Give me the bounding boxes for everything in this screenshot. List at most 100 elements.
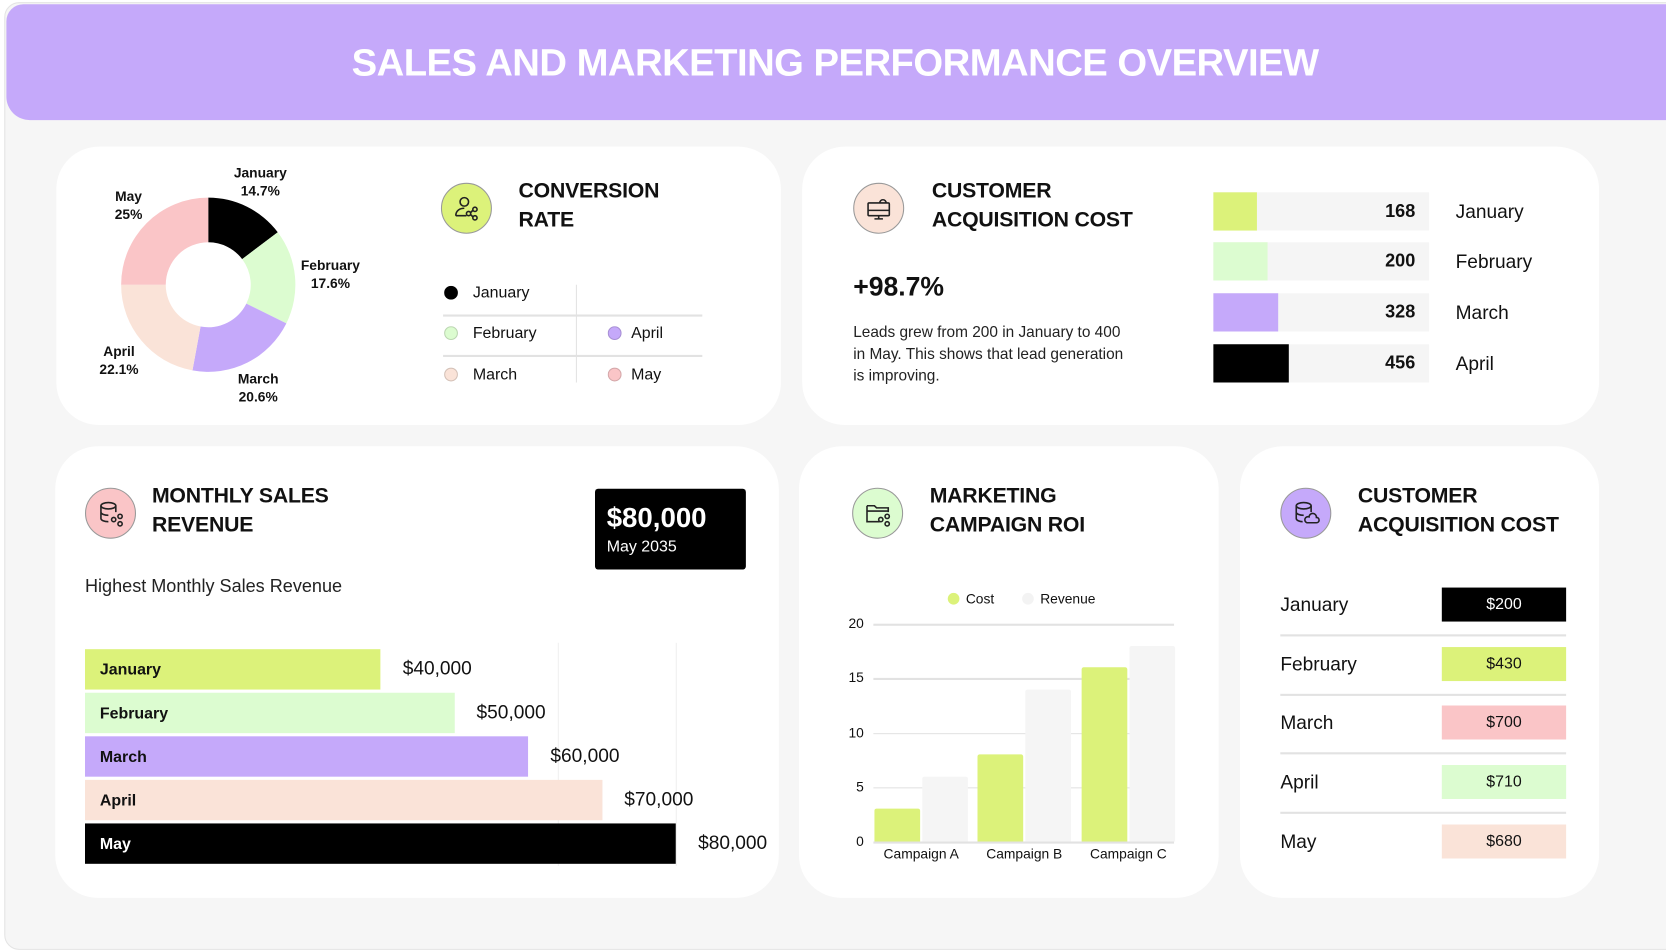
legend-swatch bbox=[444, 367, 458, 382]
cac-bar-fill bbox=[1213, 192, 1257, 231]
cac-bar-track: 168 bbox=[1213, 192, 1430, 231]
row-divider bbox=[1280, 811, 1567, 814]
legend-label: February bbox=[472, 324, 537, 343]
donut-label-february: February 17.6% bbox=[295, 256, 365, 292]
y-tick-label: 15 bbox=[848, 669, 864, 686]
highest-revenue-value: $80,000 bbox=[606, 501, 707, 534]
bar-revenue-campaign-a bbox=[922, 776, 968, 842]
cac-bar-track: 456 bbox=[1213, 344, 1430, 383]
legend-swatch bbox=[444, 326, 458, 340]
legend-swatch bbox=[607, 326, 622, 340]
cac-bar-track: 200 bbox=[1213, 242, 1430, 281]
sales-bar-value: $50,000 bbox=[476, 701, 546, 723]
customer-acquisition-cost-card bbox=[802, 146, 1600, 425]
y-tick-label: 5 bbox=[856, 778, 864, 795]
row-divider bbox=[1280, 693, 1567, 696]
legend-divider bbox=[443, 354, 703, 357]
campaign-roi-title: MARKETING CAMPAIGN ROI bbox=[929, 484, 1085, 537]
legend-label: May bbox=[631, 365, 662, 384]
monthly-sales-title: MONTHLY SALES REVENUE bbox=[151, 484, 329, 537]
sales-bar-label: March bbox=[99, 747, 147, 766]
conversion-rate-title: CONVERSION RATE bbox=[518, 179, 660, 232]
legend-item-january: January bbox=[444, 283, 530, 302]
donut-label-january: January 14.7% bbox=[225, 164, 295, 200]
cac-bar-month: February bbox=[1455, 250, 1533, 272]
legend-swatch bbox=[1022, 592, 1034, 605]
cac-row-value: $200 bbox=[1441, 587, 1567, 622]
legend-swatch bbox=[607, 367, 622, 382]
donut-slice-january bbox=[208, 197, 278, 260]
sales-bar-value: $40,000 bbox=[402, 657, 472, 679]
sales-bar-label: February bbox=[99, 703, 169, 722]
folder-share-icon bbox=[852, 487, 904, 539]
cac-bar-value: 328 bbox=[1385, 301, 1416, 322]
database-share-icon bbox=[85, 487, 136, 539]
legend-item-april: April bbox=[607, 324, 664, 343]
legend-item-february: February bbox=[444, 324, 537, 343]
y-tick-label: 10 bbox=[848, 724, 864, 741]
slice-label: April bbox=[103, 343, 135, 360]
sales-bar-label: May bbox=[99, 834, 131, 853]
cac-bar-month: January bbox=[1455, 200, 1524, 223]
slice-value: 25% bbox=[114, 206, 143, 223]
growth-description: Leads grew from 200 in January to 400 in… bbox=[853, 324, 1124, 385]
cac-bar-value: 168 bbox=[1385, 200, 1416, 221]
bar-cost-campaign-b bbox=[977, 754, 1024, 842]
cac-row-value: $710 bbox=[1441, 765, 1567, 799]
x-tick-label: Campaign A bbox=[883, 845, 959, 862]
cac-bar-value: 456 bbox=[1385, 352, 1416, 373]
cac-bar-month: March bbox=[1455, 301, 1509, 323]
sales-bar-march: March bbox=[85, 736, 529, 777]
legend-item-may: May bbox=[607, 365, 662, 384]
slice-label: May bbox=[115, 188, 142, 204]
legend-swatch bbox=[947, 592, 960, 605]
legend-swatch bbox=[444, 285, 458, 300]
gridline bbox=[873, 732, 1175, 735]
cac-row-month: February bbox=[1280, 653, 1357, 675]
legend-divider bbox=[575, 284, 577, 383]
header-banner: SALES AND MARKETING PERFORMANCE OVERVIEW bbox=[6, 4, 1666, 121]
donut-label-april: April 22.1% bbox=[85, 342, 153, 378]
legend-label: Revenue bbox=[1040, 590, 1096, 607]
gridline bbox=[873, 623, 1175, 626]
legend-label: April bbox=[631, 324, 664, 343]
x-tick-label: Campaign B bbox=[986, 845, 1063, 862]
donut-label-march: March 20.6% bbox=[223, 370, 293, 406]
slice-value: 22.1% bbox=[99, 361, 139, 378]
bar-revenue-campaign-c bbox=[1129, 645, 1176, 842]
cac-row-month: March bbox=[1280, 711, 1334, 734]
slice-label: February bbox=[300, 257, 360, 274]
bar-revenue-campaign-b bbox=[1025, 689, 1071, 842]
slice-value: 20.6% bbox=[238, 388, 278, 405]
cac-title: CUSTOMER ACQUISITION COST bbox=[931, 179, 1133, 232]
gridline bbox=[557, 642, 559, 866]
slice-label: January bbox=[233, 164, 287, 181]
donut-slice-february bbox=[242, 232, 296, 324]
y-tick-label: 0 bbox=[856, 833, 864, 849]
legend-item-cost: Cost bbox=[947, 590, 995, 607]
sales-bar-february: February bbox=[85, 692, 455, 734]
page-title: SALES AND MARKETING PERFORMANCE OVERVIEW bbox=[351, 39, 1319, 84]
cac-bar-value: 200 bbox=[1385, 250, 1416, 271]
legend-item-march: March bbox=[444, 366, 517, 384]
legend-label: January bbox=[472, 283, 530, 302]
sales-bar-january: January bbox=[85, 649, 381, 690]
conversion-donut-chart bbox=[121, 197, 296, 372]
sales-bar-value: $70,000 bbox=[624, 788, 694, 810]
donut-slice-march bbox=[192, 303, 287, 372]
legend-item-revenue: Revenue bbox=[1022, 591, 1095, 607]
row-divider bbox=[1280, 634, 1567, 637]
cac-row-value: $680 bbox=[1441, 824, 1567, 859]
slice-value: 17.6% bbox=[310, 275, 351, 292]
cac-bar-month: April bbox=[1455, 352, 1494, 374]
cac-row-month: January bbox=[1280, 593, 1349, 616]
gridline bbox=[873, 678, 1175, 680]
row-divider bbox=[1280, 752, 1567, 755]
legend-label: Cost bbox=[965, 590, 995, 607]
sales-bar-april: April bbox=[85, 779, 602, 821]
donut-slice-april bbox=[121, 284, 201, 371]
conversion-rate-card bbox=[56, 146, 781, 425]
y-tick-label: 20 bbox=[848, 615, 864, 632]
sales-subtitle: Highest Monthly Sales Revenue bbox=[85, 575, 343, 597]
